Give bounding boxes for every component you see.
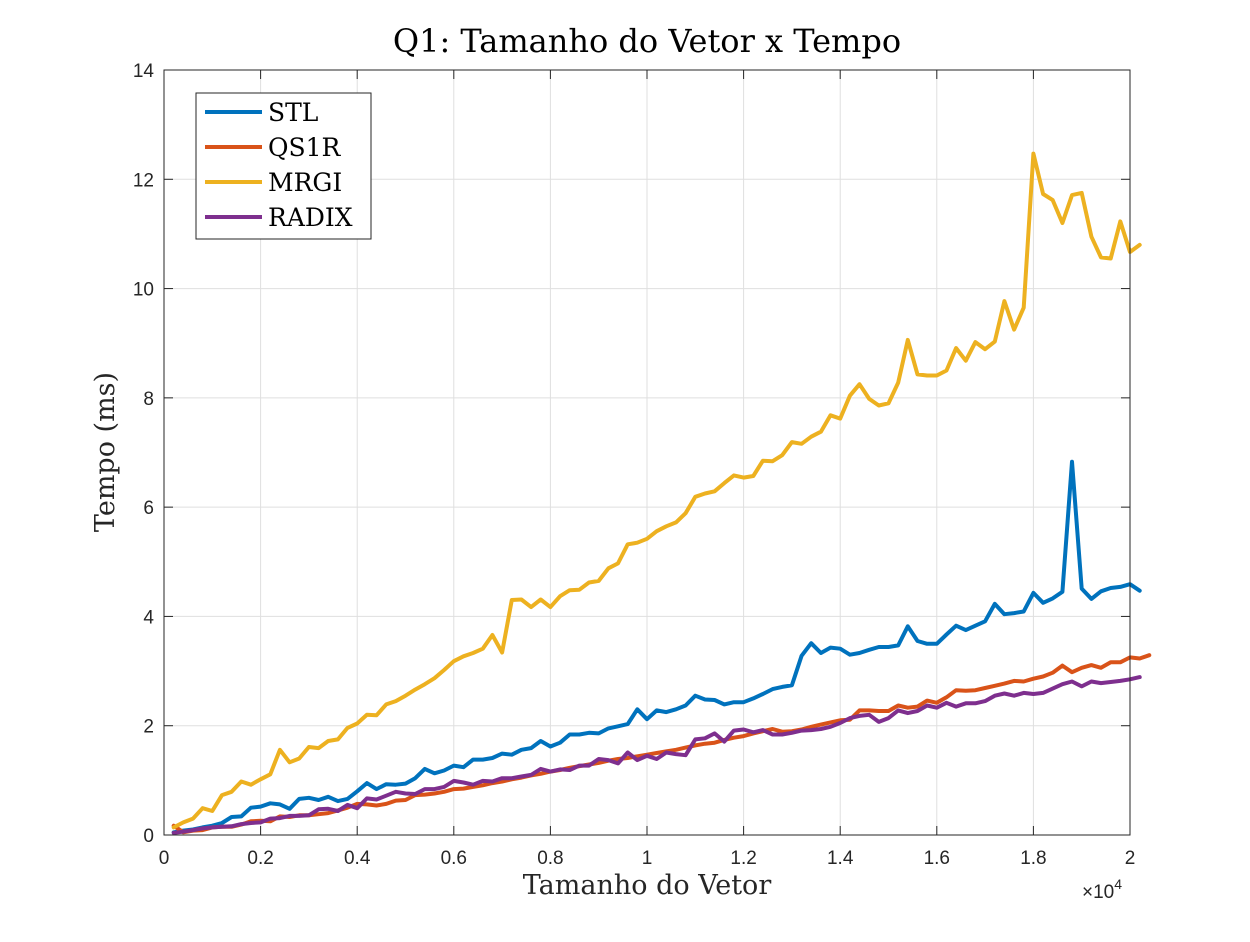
chart-title: Q1: Tamanho do Vetor x Tempo <box>393 22 901 60</box>
x-tick-label: 1 <box>642 848 653 869</box>
legend-label-radix: RADIX <box>268 203 353 232</box>
x-tick-label: 1.8 <box>1020 848 1046 869</box>
legend-label-qs1r: QS1R <box>268 133 342 162</box>
y-tick-label: 0 <box>143 826 154 847</box>
x-tick-labels: 0 0.2 0.4 0.6 0.8 1 1.2 1.4 1.6 1.8 2 <box>159 848 1136 869</box>
series-line-mrgi <box>171 151 1142 830</box>
x-tick-label: 0.2 <box>247 848 273 869</box>
legend: STL QS1R MRGI RADIX <box>195 92 372 240</box>
x-tick-label: 0.6 <box>441 848 467 869</box>
legend-box <box>195 92 372 240</box>
x-axis-label: Tamanho do Vetor <box>523 870 772 901</box>
y-tick-label: 8 <box>143 389 154 410</box>
x-tick-label: 0.8 <box>537 848 563 869</box>
legend-label-stl: STL <box>268 98 318 127</box>
legend-label-mrgi: MRGI <box>268 168 342 197</box>
x-tick-label: 1.6 <box>924 848 950 869</box>
x-tick-label: 0.4 <box>344 848 371 869</box>
x-tick-label: 1.4 <box>827 848 854 869</box>
x-tick-label: 1.2 <box>730 848 756 869</box>
x-exponent-label: ×104 <box>1082 876 1122 903</box>
y-tick-label: 12 <box>133 170 154 191</box>
y-tick-label: 6 <box>143 498 154 519</box>
x-tick-label: 2 <box>1125 848 1136 869</box>
y-tick-label: 4 <box>143 607 154 628</box>
y-axis-label: Tempo (ms) <box>90 372 121 532</box>
y-tick-label: 2 <box>143 717 154 738</box>
series-line-stl <box>171 459 1142 835</box>
y-tick-labels: 0 2 4 6 8 10 12 14 <box>133 61 155 847</box>
y-tick-label: 14 <box>133 61 155 82</box>
series-line-radix <box>171 675 1142 835</box>
series-layer <box>171 151 1152 835</box>
y-tick-label: 10 <box>133 280 154 301</box>
x-tick-label: 0 <box>159 848 170 869</box>
ticks <box>163 69 1131 836</box>
